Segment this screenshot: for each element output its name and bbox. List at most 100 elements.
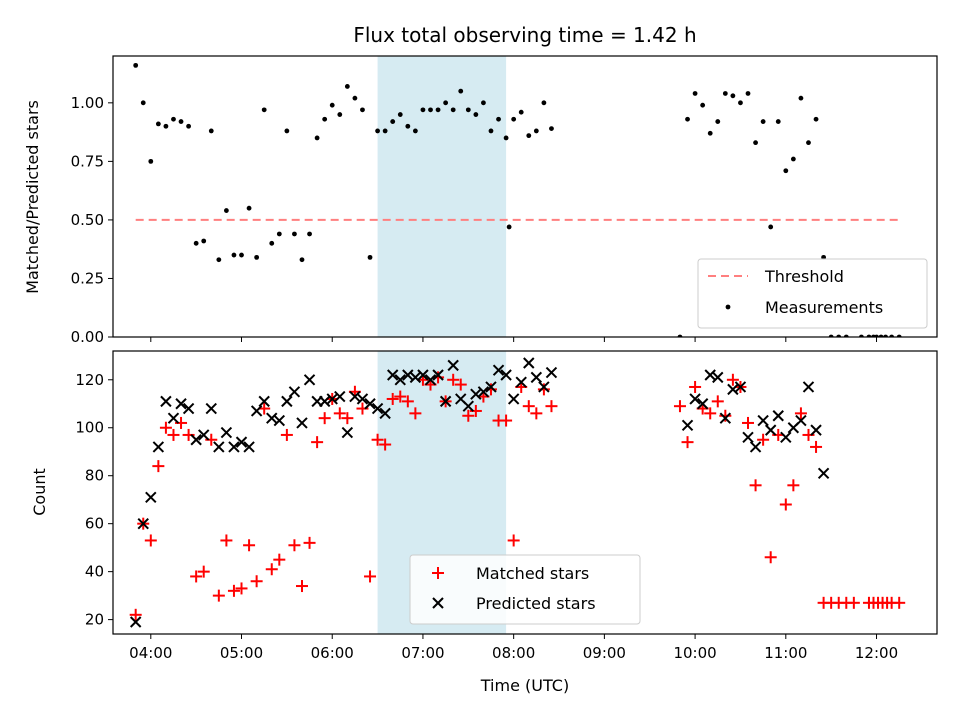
matched-star-point <box>167 428 180 441</box>
predicted-cross-b <box>243 441 255 453</box>
measurement-point <box>753 140 758 146</box>
matched-star-point <box>295 580 308 593</box>
matched-star-point <box>371 433 384 446</box>
predicted-cross-b <box>689 393 701 405</box>
matched-star-point <box>764 551 777 564</box>
measurement-point <box>201 238 207 244</box>
predicted-star-point <box>681 419 694 432</box>
measurement-point <box>518 109 524 115</box>
predicted-cross-b <box>681 419 694 432</box>
measurement-point <box>405 123 411 129</box>
predicted-cross-b <box>167 412 180 424</box>
predicted-cross-b <box>417 369 429 381</box>
count-y-tick-label: 80 <box>85 467 104 485</box>
measurement-point <box>768 224 774 230</box>
matched-star-point <box>462 409 475 422</box>
x-tick-label: 06:00 <box>311 644 354 662</box>
predicted-cross-b <box>129 616 142 628</box>
matched-star-point <box>810 440 823 453</box>
predicted-star-point <box>190 434 202 446</box>
ratio-y-tick-label: 0.25 <box>71 269 104 287</box>
predicted-cross-b <box>734 381 747 393</box>
measurement-point <box>307 231 312 237</box>
predicted-star-point <box>507 393 520 405</box>
measurement-point <box>813 116 819 122</box>
predicted-star-point <box>296 417 308 429</box>
measurement-point <box>133 62 139 68</box>
predicted-star-point <box>167 412 180 424</box>
predicted-star-point <box>318 395 331 408</box>
ratio-y-tick-label: 0.00 <box>71 328 104 346</box>
matched-star-point <box>726 373 739 386</box>
predicted-cross-b <box>160 395 172 408</box>
measurement-point <box>700 102 706 108</box>
measurement-point <box>223 208 229 213</box>
matched-star-point <box>311 436 324 449</box>
predicted-star-point <box>386 369 399 381</box>
predicted-cross-b <box>439 395 452 408</box>
predicted-star-point <box>538 381 550 393</box>
predicted-star-point <box>364 398 376 410</box>
predicted-star-point <box>515 376 527 388</box>
matched-star-point <box>333 407 346 420</box>
predicted-cross-b <box>462 400 475 412</box>
measurement-point <box>299 257 305 263</box>
measurement-point <box>329 102 335 108</box>
measurement-point <box>390 119 396 124</box>
predicted-cross-b <box>379 407 391 420</box>
measurement-point <box>352 95 358 101</box>
matched-star-point <box>719 409 732 422</box>
predicted-star-point <box>160 395 172 408</box>
predicted-star-point <box>349 390 361 403</box>
predicted-star-point <box>719 412 732 424</box>
matched-star-point <box>341 412 354 425</box>
measurement-point <box>382 128 388 134</box>
predicted-cross-b <box>742 431 754 444</box>
predicted-cross-b <box>810 424 822 436</box>
predicted-cross-b <box>477 386 490 398</box>
predicted-star-point <box>712 371 724 384</box>
matched-star-point <box>364 570 377 583</box>
measurement-point <box>360 107 365 113</box>
matched-star-point <box>802 428 815 441</box>
predicted-cross-b <box>802 381 815 393</box>
matched-star-point <box>749 479 762 492</box>
x-tick-label: 11:00 <box>764 644 807 662</box>
measurement-point <box>428 107 433 113</box>
measurement-point <box>163 123 169 129</box>
predicted-star-point <box>757 414 769 427</box>
predicted-star-point <box>689 393 701 405</box>
matched-star-point <box>689 380 702 393</box>
matched-star-point <box>454 378 467 391</box>
predicted-cross-b <box>712 371 724 384</box>
predicted-star-point <box>145 491 157 504</box>
x-tick-label: 09:00 <box>583 644 626 662</box>
predicted-cross-b <box>250 405 263 417</box>
predicted-star-point <box>447 359 459 372</box>
matched-star-point <box>742 416 755 429</box>
measurement-point <box>397 112 403 117</box>
x-tick-label: 07:00 <box>401 644 444 662</box>
predicted-star-point <box>462 400 475 412</box>
measurement-point <box>367 254 373 260</box>
matched-star-point <box>779 498 792 511</box>
measurement-point <box>239 252 244 258</box>
predicted-star-point <box>817 467 830 480</box>
measurement-point <box>506 224 512 230</box>
predicted-star-point <box>152 441 165 453</box>
measurement-point <box>208 128 214 134</box>
observing-span-top <box>377 56 507 337</box>
matched-star-point <box>447 373 460 386</box>
predicted-cross-b <box>182 402 195 415</box>
predicted-cross-b <box>190 434 202 446</box>
predicted-cross-b <box>795 414 807 427</box>
predicted-star-point <box>266 412 278 424</box>
predicted-cross-b <box>341 426 354 439</box>
count-y-tick-label: 100 <box>75 419 104 437</box>
matched-star-point <box>212 589 225 602</box>
measurement-point <box>685 116 690 122</box>
matched-star-point <box>787 479 800 492</box>
matched-star-point <box>152 460 165 473</box>
predicted-cross-b <box>288 386 301 398</box>
legend-matched-swatch <box>432 567 444 579</box>
